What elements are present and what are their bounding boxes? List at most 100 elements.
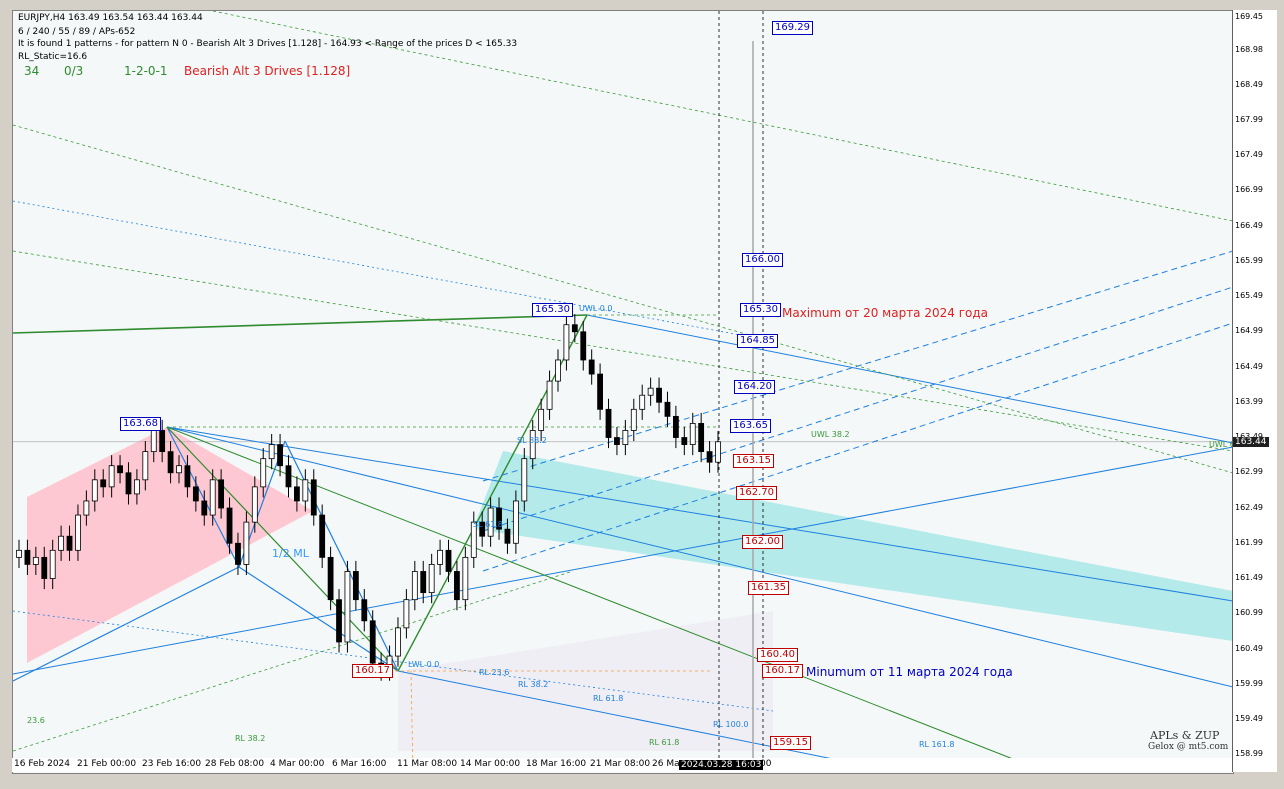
- level-label: 165.30: [740, 302, 781, 317]
- price-tick: 160.49: [1235, 643, 1263, 653]
- candle-body: [91, 479, 98, 502]
- time-tick: 21 Mar 08:00: [590, 759, 651, 769]
- candle-body: [302, 479, 309, 502]
- time-tick: 16 Feb 2024: [14, 759, 71, 769]
- candle-body: [656, 387, 662, 403]
- candle-body: [184, 465, 191, 488]
- uwl-right-label: UWL 6: [1209, 440, 1233, 449]
- rl-618-label: RL 61.8: [593, 694, 623, 703]
- level-label: 162.00: [742, 535, 783, 550]
- candle-body: [251, 486, 258, 523]
- candle-body: [395, 627, 401, 657]
- candle-body: [715, 441, 721, 463]
- candle-body: [496, 507, 502, 530]
- candle-body: [226, 507, 233, 544]
- candle-body: [260, 458, 267, 488]
- candle-body: [277, 444, 283, 467]
- candle-body: [218, 479, 225, 509]
- level-label: 162.70: [736, 485, 777, 500]
- candle-body: [630, 408, 637, 431]
- cyan-zone: [473, 451, 1233, 641]
- ml-channel-line: [166, 426, 1233, 688]
- candle-body: [336, 599, 342, 643]
- candle-body: [681, 437, 688, 445]
- candle-body: [470, 521, 477, 558]
- dashed-line-b: [482, 286, 1233, 532]
- candle-body: [327, 556, 334, 601]
- rl-382-label: RL 38.2: [518, 680, 548, 689]
- uwl-0-label: UWL 0.0: [579, 304, 613, 313]
- chart-area[interactable]: UWL 0.0 UWL 38.2 SL 38.2 SL 61.8 RL 23.6 RL 3…: [12, 10, 1234, 774]
- time-tick: 14 Mar 00:00: [460, 759, 521, 769]
- uwl-line: [586, 314, 1233, 444]
- candle-body: [285, 465, 292, 488]
- candle-body: [538, 408, 545, 431]
- candle-body: [487, 507, 494, 537]
- candle-body: [361, 599, 368, 622]
- candle-body: [689, 423, 696, 445]
- green-dot-line-d: [13, 570, 574, 752]
- candle-body: [698, 423, 705, 453]
- candle-body: [159, 430, 166, 453]
- fork-line-a: [13, 566, 240, 682]
- lwl-0-label: LWL 0.0: [408, 660, 439, 669]
- candle-body: [571, 324, 578, 333]
- ml-lower-line: [13, 446, 1233, 675]
- lavender-zone: [398, 611, 773, 751]
- pattern-name: Bearish Alt 3 Drives [1.128]: [184, 64, 351, 78]
- candle-body: [24, 549, 31, 565]
- candle-body: [117, 465, 123, 474]
- price-tick: 161.49: [1235, 573, 1263, 583]
- price-tick: 158.99: [1235, 749, 1263, 759]
- level-label: 163.15: [733, 454, 774, 469]
- half-ml-label: 1/2 ML: [272, 547, 309, 560]
- fork-line-e: [284, 440, 399, 672]
- candle-body: [201, 500, 208, 516]
- patterns-found-line: It is found 1 patterns - for pattern N 0…: [18, 39, 518, 49]
- brand-title: APLs & ZUP: [1150, 729, 1220, 742]
- pink-zone: [27, 427, 313, 663]
- lwl-line: [397, 670, 834, 760]
- time-axis[interactable]: 16 Feb 2024 21 Feb 00:00 23 Feb 16:00 28 Fe…: [12, 758, 1232, 772]
- candle-body: [344, 571, 351, 643]
- rl-236-left-label: 23.6: [27, 716, 45, 725]
- candle-body: [647, 387, 654, 396]
- stat-c: 1-2-0-1: [124, 64, 168, 78]
- price-tick: 165.99: [1235, 255, 1263, 265]
- candle-body: [41, 556, 48, 579]
- candle-body: [420, 571, 427, 594]
- candle-body: [555, 359, 561, 382]
- candle-body: [454, 571, 460, 601]
- level-label: 160.17: [762, 664, 803, 679]
- candle-body: [462, 556, 469, 601]
- price-tick: 161.99: [1235, 537, 1263, 547]
- level-label: 169.29: [772, 21, 813, 36]
- candle-body: [403, 599, 410, 629]
- candle-body: [428, 564, 435, 594]
- brand-subtitle: Gelox @ mt5.com: [1148, 742, 1229, 752]
- candle-body: [369, 620, 376, 664]
- candle-body: [32, 556, 39, 565]
- level-label: 163.65: [730, 418, 771, 433]
- pivot-label-low: 160.17: [352, 664, 393, 679]
- candle-body: [622, 430, 629, 445]
- price-axis[interactable]: 169.45 168.98 168.49 167.99 167.49 166.99 166.…: [1232, 10, 1277, 772]
- candle-body: [108, 465, 115, 488]
- candle-body: [521, 458, 528, 502]
- green-dot-line-c: [13, 250, 1233, 452]
- time-tick: 18 Mar 16:00: [526, 759, 587, 769]
- candle-body: [639, 394, 646, 410]
- price-tick: 162.99: [1235, 467, 1263, 477]
- time-tick: 4 Mar 00:00: [270, 759, 325, 769]
- price-tick: 164.99: [1235, 326, 1263, 336]
- candle-body: [597, 373, 603, 410]
- candle-body: [445, 549, 452, 572]
- candle-body: [66, 535, 73, 551]
- blue-dot-line-a: [13, 200, 774, 342]
- rl-382-lower-label: RL 38.2: [235, 734, 265, 743]
- ml-upper-line: [166, 426, 1233, 602]
- price-tick: 166.99: [1235, 185, 1263, 195]
- green-top-line: [13, 314, 588, 334]
- candle-body: [546, 380, 553, 410]
- candle-body: [563, 324, 570, 361]
